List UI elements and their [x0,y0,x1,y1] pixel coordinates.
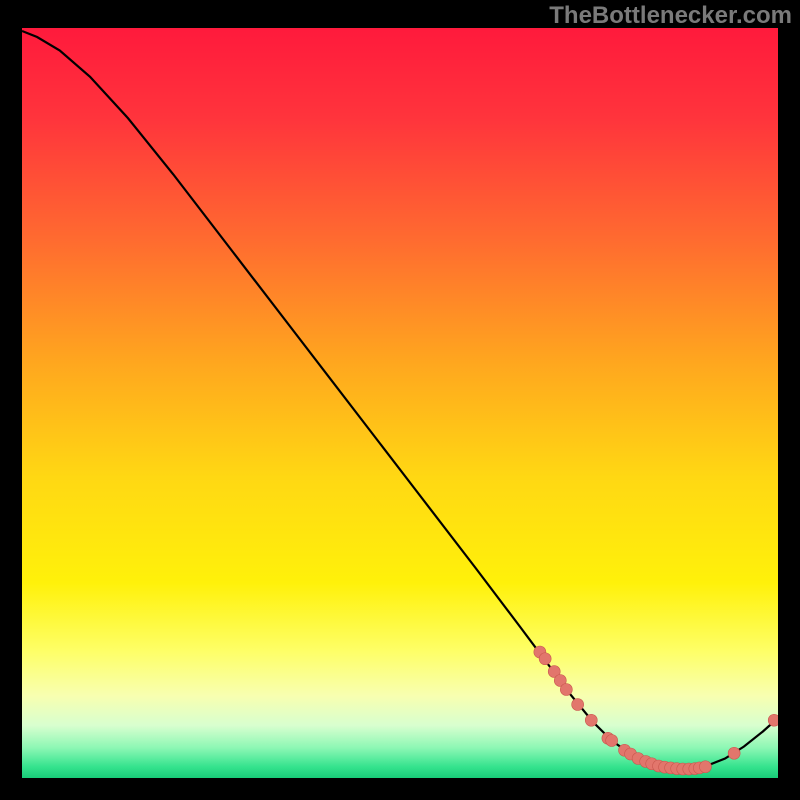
chart-svg [22,28,778,778]
data-marker [699,761,711,773]
data-marker [585,714,597,726]
plot-area [22,28,778,778]
attribution-watermark: TheBottlenecker.com [549,2,792,30]
data-marker [728,747,740,759]
chart-container: TheBottlenecker.com [0,0,800,800]
bottleneck-curve [22,31,778,769]
data-marker [539,653,551,665]
data-marker [572,699,584,711]
data-markers-group [534,646,778,775]
data-marker [606,735,618,747]
data-marker [560,684,572,696]
data-marker [768,714,778,726]
